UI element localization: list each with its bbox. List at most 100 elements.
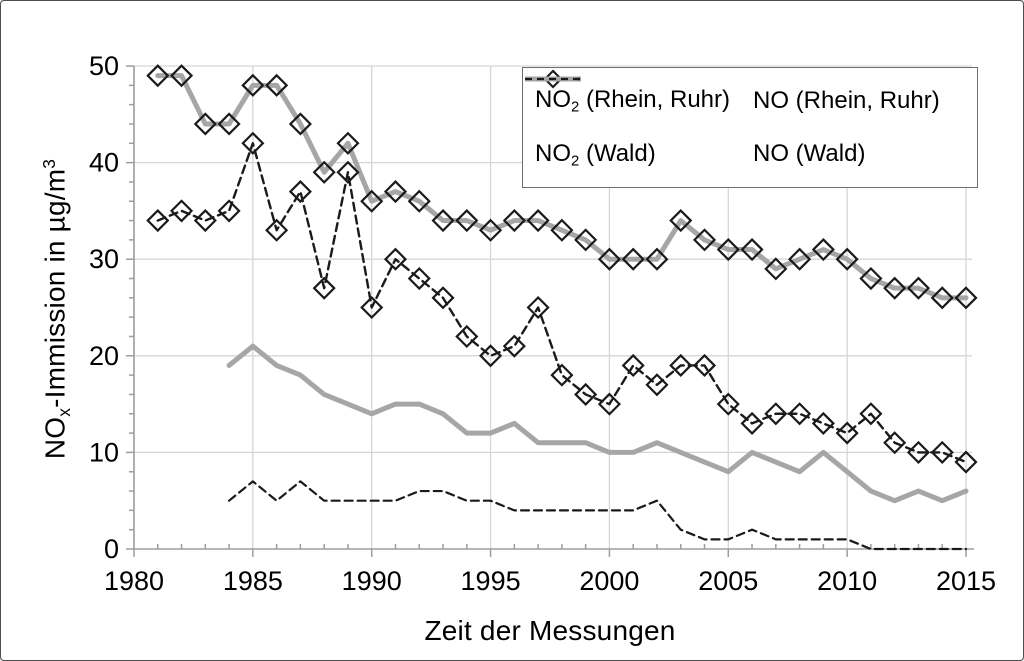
label-part: NO bbox=[535, 86, 571, 114]
legend: NO2 (Rhein, Ruhr) NO (Rhein, Ruhr) NO2 (Wa… bbox=[522, 67, 978, 188]
marker-no-rhein-ruhr bbox=[526, 295, 550, 320]
marker-no-rhein-ruhr bbox=[621, 353, 645, 378]
marker-no-rhein-ruhr bbox=[169, 199, 194, 223]
label-part: (Wald) bbox=[579, 139, 656, 167]
marker-no2-rhein-ruhr bbox=[621, 247, 645, 271]
series-no2-wald bbox=[226, 343, 969, 504]
label-part: NO (Wald) bbox=[753, 140, 866, 168]
marker-no-rhein-ruhr bbox=[217, 199, 241, 223]
marker-no-rhein-ruhr bbox=[597, 392, 621, 416]
x-tick-label: 2015 bbox=[936, 566, 996, 596]
legend-key-no-wald bbox=[525, 77, 577, 81]
series-line-no2-wald bbox=[226, 343, 969, 504]
marker-no2-rhein-ruhr bbox=[740, 237, 764, 262]
marker-no2-rhein-ruhr bbox=[930, 286, 954, 310]
axes bbox=[126, 65, 974, 557]
marker-no-rhein-ruhr bbox=[479, 344, 503, 368]
marker-no2-rhein-ruhr bbox=[692, 228, 717, 252]
label-part: -Immission in µg/m bbox=[39, 168, 71, 408]
legend-item-no2-wald: NO2 (Wald) bbox=[525, 76, 753, 174]
series-line-no-wald bbox=[227, 480, 968, 551]
marker-no-rhein-ruhr bbox=[740, 411, 764, 435]
marker-no-rhein-ruhr bbox=[455, 324, 479, 349]
y-tick-label: 30 bbox=[89, 244, 119, 274]
label-part: 2 bbox=[571, 152, 580, 169]
label-part: 3 bbox=[39, 158, 59, 169]
marker-no2-rhein-ruhr bbox=[883, 276, 907, 300]
marker-no2-rhein-ruhr bbox=[764, 257, 788, 281]
marker-no-rhein-ruhr bbox=[835, 421, 859, 445]
marker-no2-rhein-ruhr bbox=[146, 64, 170, 88]
y-tick-label: 10 bbox=[89, 437, 119, 467]
legend-label-no-rhein-ruhr: NO (Rhein, Ruhr) bbox=[753, 87, 940, 115]
marker-no2-rhein-ruhr bbox=[669, 209, 693, 233]
marker-no2-rhein-ruhr bbox=[217, 112, 241, 136]
marker-no-rhein-ruhr bbox=[788, 402, 812, 426]
marker-no-rhein-ruhr bbox=[407, 266, 431, 291]
marker-no-rhein-ruhr bbox=[883, 431, 907, 455]
marker-no-rhein-ruhr bbox=[645, 373, 669, 397]
label-part: NO (Rhein, Ruhr) bbox=[753, 86, 940, 114]
marker-no-rhein-ruhr bbox=[146, 209, 170, 233]
marker-no2-rhein-ruhr bbox=[383, 180, 408, 204]
marker-no2-rhein-ruhr bbox=[169, 64, 194, 88]
marker-no2-rhein-ruhr bbox=[597, 247, 621, 271]
marker-no-rhein-ruhr bbox=[241, 131, 265, 155]
marker-no2-rhein-ruhr bbox=[336, 131, 360, 155]
marker-no-rhein-ruhr bbox=[288, 180, 312, 204]
marker-no2-rhein-ruhr bbox=[479, 218, 503, 242]
y-tick-label: 40 bbox=[89, 148, 119, 178]
marker-no-rhein-ruhr bbox=[431, 286, 455, 310]
marker-no2-rhein-ruhr bbox=[788, 247, 812, 271]
series-no-wald bbox=[227, 480, 968, 551]
marker-no-rhein-ruhr bbox=[954, 450, 978, 474]
marker-no-rhein-ruhr bbox=[265, 218, 289, 242]
marker-no2-rhein-ruhr bbox=[645, 247, 669, 271]
x-tick-label: 2005 bbox=[698, 566, 758, 596]
marker-no2-rhein-ruhr bbox=[574, 228, 598, 252]
x-tick-label: 2010 bbox=[817, 566, 877, 596]
label-part: (Rhein, Ruhr) bbox=[579, 86, 730, 114]
marker-no2-rhein-ruhr bbox=[431, 209, 455, 233]
label-part: 2 bbox=[571, 99, 580, 116]
legend-label-no-wald: NO (Wald) bbox=[753, 140, 865, 168]
series-no-rhein-ruhr bbox=[146, 131, 978, 474]
marker-no2-rhein-ruhr bbox=[288, 112, 312, 136]
marker-no2-rhein-ruhr bbox=[811, 237, 835, 262]
legend-item-no-wald: NO (Wald) bbox=[525, 77, 973, 174]
series-no2-rhein-ruhr bbox=[146, 64, 978, 310]
marker-no-rhein-ruhr bbox=[574, 382, 598, 406]
marker-no2-rhein-ruhr bbox=[193, 112, 217, 136]
marker-no2-rhein-ruhr bbox=[550, 218, 574, 242]
y-axis-title: NOx-Immission in µg/m3 bbox=[31, 79, 74, 539]
marker-no2-rhein-ruhr bbox=[835, 247, 859, 271]
marker-no2-rhein-ruhr bbox=[312, 160, 336, 184]
marker-no2-rhein-ruhr bbox=[502, 209, 526, 233]
marker-no-rhein-ruhr bbox=[692, 353, 717, 378]
marker-no2-rhein-ruhr bbox=[906, 276, 931, 300]
marker-no-rhein-ruhr bbox=[502, 334, 526, 358]
marker-no2-rhein-ruhr bbox=[954, 286, 978, 310]
marker-no2-rhein-ruhr bbox=[455, 209, 479, 233]
marker-no2-rhein-ruhr bbox=[265, 73, 289, 97]
x-tick-label: 1990 bbox=[342, 566, 402, 596]
x-tick-label: 1980 bbox=[104, 566, 164, 596]
marker-no-rhein-ruhr bbox=[669, 353, 693, 378]
y-tick-label: 50 bbox=[89, 51, 119, 81]
marker-no-rhein-ruhr bbox=[360, 295, 384, 320]
x-tick-label: 2000 bbox=[579, 566, 639, 596]
marker-no-rhein-ruhr bbox=[193, 209, 217, 233]
label-part: NO bbox=[535, 139, 571, 167]
x-tick-label: 1995 bbox=[461, 566, 521, 596]
marker-no-rhein-ruhr bbox=[383, 247, 408, 271]
marker-no-rhein-ruhr bbox=[550, 363, 574, 387]
x-axis-title: Zeit der Messungen bbox=[424, 615, 676, 646]
marker-no-rhein-ruhr bbox=[811, 411, 835, 435]
label-part: x bbox=[53, 407, 74, 417]
y-tick-label: 0 bbox=[104, 534, 119, 564]
legend-label-no2-rhein-ruhr: NO2 (Rhein, Ruhr) bbox=[535, 86, 730, 115]
marker-no2-rhein-ruhr bbox=[360, 189, 384, 213]
y-tick-label: 20 bbox=[89, 341, 119, 371]
legend-label-no2-wald: NO2 (Wald) bbox=[535, 140, 656, 169]
